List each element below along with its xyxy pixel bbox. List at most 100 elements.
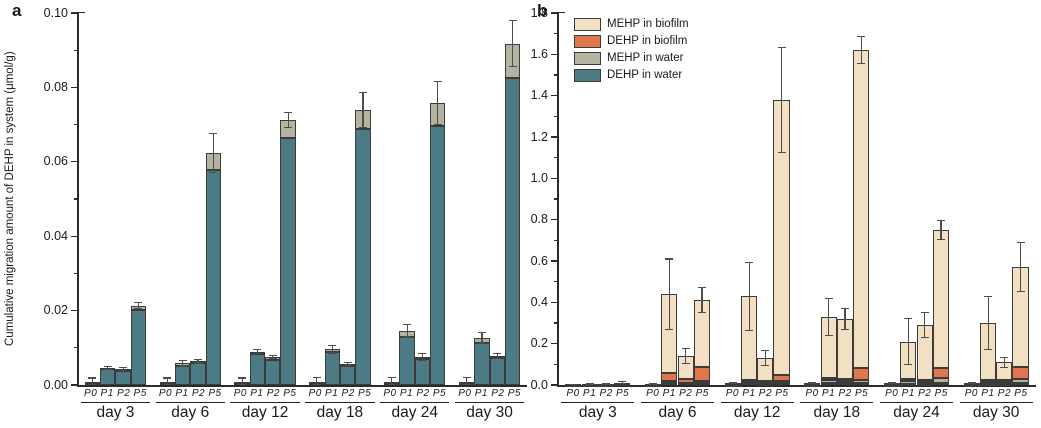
error-bar — [860, 36, 862, 64]
error-bar — [621, 381, 623, 384]
error-bar-cap-bottom — [665, 328, 674, 330]
x-axis-line — [77, 385, 527, 387]
y-tick-label: 0.04 — [43, 228, 68, 243]
group-underline — [80, 402, 151, 404]
legend-label: DEHP in biofilm — [607, 34, 688, 47]
error-bar — [406, 324, 408, 337]
bar-segment-dehp-in-biofilm — [932, 368, 950, 379]
y-tick-label: 0.0 — [530, 377, 548, 392]
error-bar-cap-bottom — [238, 384, 247, 386]
bar-segment-dehp-in-water — [900, 383, 917, 386]
error-bar — [940, 220, 942, 240]
bar-segment-mehp-in-water — [1012, 378, 1029, 383]
error-bar-cap-top — [268, 354, 277, 356]
x-category-label: day 18 — [316, 404, 364, 421]
error-bar-cap-bottom — [508, 65, 517, 68]
error-bar-cap-bottom — [284, 126, 293, 129]
error-bar-cap-top — [904, 318, 913, 320]
bar-segment-dehp-in-biofilm — [996, 380, 1013, 383]
error-bar — [844, 308, 846, 330]
error-bar — [166, 377, 168, 385]
bar-segment-dehp-in-biofilm — [820, 377, 837, 381]
legend-swatch-icon — [574, 68, 601, 82]
bar-segment-mehp-in-water — [757, 382, 774, 385]
error-bar-cap-top — [312, 376, 321, 378]
error-bar-cap-bottom — [888, 383, 896, 385]
error-bar-cap-top — [328, 345, 337, 347]
error-bar-cap-bottom — [477, 342, 486, 344]
error-bar-cap-top — [209, 133, 218, 135]
error-bar-cap-top — [238, 377, 247, 379]
group-underline — [800, 402, 874, 404]
bar-segment-dehp-in-water — [489, 358, 505, 385]
error-bar-cap-bottom — [193, 362, 202, 364]
error-bar-cap-bottom — [697, 312, 706, 314]
error-bar-cap-bottom — [840, 328, 849, 330]
y-major-tick — [70, 384, 77, 386]
bar-segment-dehp-in-water — [773, 383, 790, 386]
error-bar — [331, 345, 333, 353]
legend-row: DEHP in water — [574, 67, 689, 83]
y-tick-label: 0.00 — [43, 377, 68, 392]
error-bar — [287, 112, 289, 128]
error-bar-cap-top — [1000, 356, 1009, 358]
x-category-label: day 3 — [96, 404, 135, 421]
legend-row: MEHP in biofilm — [574, 16, 689, 32]
error-bar — [316, 377, 318, 385]
error-bar-cap-top — [824, 297, 833, 299]
bar-segment-dehp-in-biofilm — [693, 366, 711, 382]
subgroup-labels: P0 P1 P2 P5 — [84, 388, 147, 399]
y-axis-title: Cumulative migration amount of DEHP in s… — [4, 51, 16, 347]
error-bar-cap-top — [777, 46, 786, 48]
bar-segment-dehp-in-water — [130, 310, 147, 385]
error-bar-cap-top — [840, 308, 849, 310]
bar-segment-dehp-in-water — [820, 383, 837, 386]
bar-segment-dehp-in-water — [414, 358, 431, 385]
error-bar-cap-bottom — [920, 336, 929, 338]
error-bar-cap-top — [193, 358, 202, 360]
bar-segment-mehp-in-water — [979, 382, 997, 385]
y-tick-label: 0.06 — [43, 154, 68, 169]
error-bar — [971, 382, 973, 384]
bar-segment-dehp-in-water — [836, 383, 854, 386]
error-bar-cap-bottom — [1000, 366, 1009, 368]
error-bar — [481, 332, 483, 344]
subgroup-labels: P0 P1 P2 P5 — [158, 388, 222, 399]
group-underline — [959, 402, 1033, 404]
y-minor-tick — [73, 272, 77, 275]
subgroup-labels: P0 P1 P2 P5 — [885, 388, 948, 399]
error-bar-cap-bottom — [808, 383, 817, 385]
bar-segment-dehp-in-water — [174, 365, 191, 385]
error-bar-cap-top — [857, 36, 866, 38]
bar-segment-dehp-in-water — [115, 370, 131, 385]
bar-segment-dehp-in-biofilm — [979, 379, 997, 383]
bar-segment-mehp-in-water — [661, 381, 678, 384]
subgroup-labels: P0 P1 P2 P5 — [383, 388, 447, 399]
error-bar-cap-top — [681, 348, 690, 350]
bar-segment-dehp-in-biofilm — [773, 375, 790, 382]
bar-segment-mehp-in-water — [693, 381, 711, 384]
y-minor-tick — [553, 198, 557, 200]
error-bar — [391, 377, 393, 385]
y-minor-tick — [553, 157, 557, 159]
bar-segment-mehp-in-water — [932, 378, 950, 383]
y-major-tick — [550, 260, 557, 262]
error-bar-cap-bottom — [268, 358, 277, 360]
subgroup-labels: P0 P1 P2 P5 — [805, 388, 869, 399]
error-bar-cap-top — [936, 220, 945, 222]
error-bar-cap-bottom — [403, 336, 412, 338]
group-underline — [380, 402, 450, 404]
y-axis-line — [77, 12, 79, 387]
y-axis-top-tick — [78, 12, 85, 14]
error-bar-cap-bottom — [209, 171, 218, 174]
x-category-label: day 6 — [171, 404, 210, 421]
y-major-tick — [70, 235, 77, 237]
error-bar-cap-top — [477, 331, 486, 333]
y-minor-tick — [553, 115, 557, 118]
y-minor-tick — [73, 347, 77, 349]
error-bar-cap-top — [697, 287, 706, 289]
bar-segment-dehp-in-water — [355, 129, 371, 385]
subgroup-labels: P0 P1 P2 P5 — [458, 388, 521, 399]
error-bar-cap-bottom — [178, 365, 187, 367]
